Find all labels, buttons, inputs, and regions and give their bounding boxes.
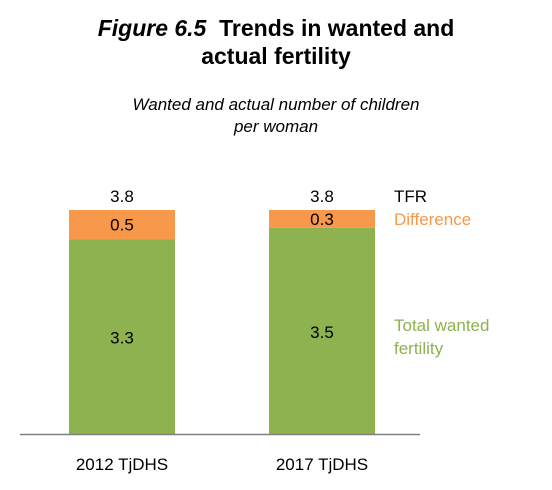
legend-tfr: TFR bbox=[394, 187, 427, 206]
label-difference-2: 0.3 bbox=[310, 210, 334, 229]
subtitle-line-2: per woman bbox=[233, 117, 319, 136]
legend-wanted-line-2: fertility bbox=[394, 339, 444, 358]
bar-difference-1 bbox=[69, 210, 175, 240]
category-label-1: 2012 TjDHS bbox=[76, 455, 168, 474]
figure-number: Figure 6.5 bbox=[97, 15, 207, 41]
chart-subtitle: Wanted and actual number of children per… bbox=[0, 94, 552, 138]
subtitle-line-1: Wanted and actual number of children bbox=[132, 95, 420, 114]
label-wanted-1: 3.3 bbox=[110, 329, 134, 348]
title-line-1: Trends in wanted and bbox=[219, 15, 455, 41]
label-total-1: 3.8 bbox=[110, 187, 134, 206]
legend-wanted-line-1: Total wanted bbox=[394, 316, 489, 335]
label-total-2: 3.8 bbox=[310, 187, 334, 206]
legend-difference: Difference bbox=[394, 210, 471, 229]
label-wanted-2: 3.5 bbox=[310, 323, 334, 342]
bar-wanted-2 bbox=[269, 227, 375, 434]
title-line-2: actual fertility bbox=[201, 43, 351, 69]
bar-difference-2 bbox=[269, 210, 375, 228]
chart-title: Figure 6.5 Trends in wanted and actual f… bbox=[0, 14, 552, 70]
label-difference-1: 0.5 bbox=[110, 216, 134, 235]
category-label-2: 2017 TjDHS bbox=[276, 455, 368, 474]
bar-wanted-1 bbox=[69, 239, 175, 434]
